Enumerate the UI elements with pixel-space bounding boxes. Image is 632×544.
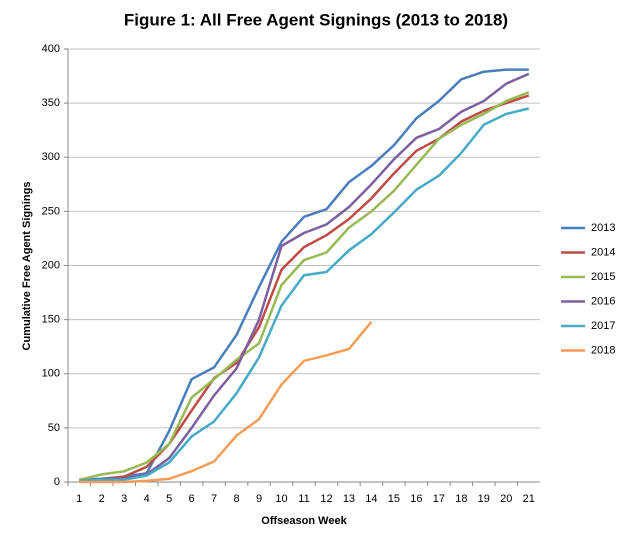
x-tick-label: 9 [256, 493, 262, 505]
x-tick-label: 19 [478, 493, 490, 505]
x-tick-label: 12 [320, 493, 332, 505]
x-tick-label: 15 [388, 493, 400, 505]
y-tick-label: 250 [42, 205, 60, 217]
x-tick-label: 18 [455, 493, 467, 505]
series-line [78, 91, 530, 482]
x-tick-label: 8 [234, 493, 240, 505]
legend-label: 2013 [591, 222, 615, 234]
chart-title: Figure 1: All Free Agent Signings (2013 … [124, 10, 508, 29]
y-tick-label: 100 [42, 368, 60, 380]
series-line [79, 72, 530, 483]
y-tick-label: 300 [42, 151, 60, 163]
x-tick-label: 4 [144, 493, 150, 505]
x-tick-label: 14 [365, 493, 377, 505]
x-tick-label: 16 [410, 493, 422, 505]
legend-label: 2017 [591, 320, 615, 332]
x-tick-label: 1 [76, 493, 82, 505]
legend-label: 2015 [591, 271, 615, 283]
x-axis-title: Offseason Week [261, 515, 347, 527]
y-tick-label: 350 [42, 97, 60, 109]
x-tick-label: 11 [298, 493, 309, 505]
x-tick-label: 5 [166, 493, 172, 505]
legend-label: 2014 [591, 246, 615, 258]
x-tick-label: 13 [343, 493, 355, 505]
x-tick-label: 17 [433, 493, 445, 505]
legend-label: 2016 [591, 295, 615, 307]
x-tick-label: 10 [275, 493, 287, 505]
x-tick-label: 3 [121, 493, 127, 505]
y-tick-label: 150 [42, 314, 60, 326]
y-tick-label: 200 [42, 259, 60, 271]
y-tick-label: 400 [42, 43, 60, 55]
x-tick-label: 21 [523, 493, 535, 505]
x-tick-label: 20 [500, 493, 512, 505]
series-line [79, 94, 530, 483]
y-tick-label: 0 [54, 476, 60, 488]
x-tick-label: 7 [211, 493, 217, 505]
series-line [79, 107, 530, 483]
x-tick-label: 2 [99, 493, 105, 505]
y-axis-title: Cumulative Free Agent Signings [21, 182, 33, 351]
y-tick-label: 50 [48, 422, 60, 434]
series-line [79, 321, 373, 484]
legend-label: 2018 [591, 344, 615, 356]
x-tick-label: 6 [189, 493, 195, 505]
